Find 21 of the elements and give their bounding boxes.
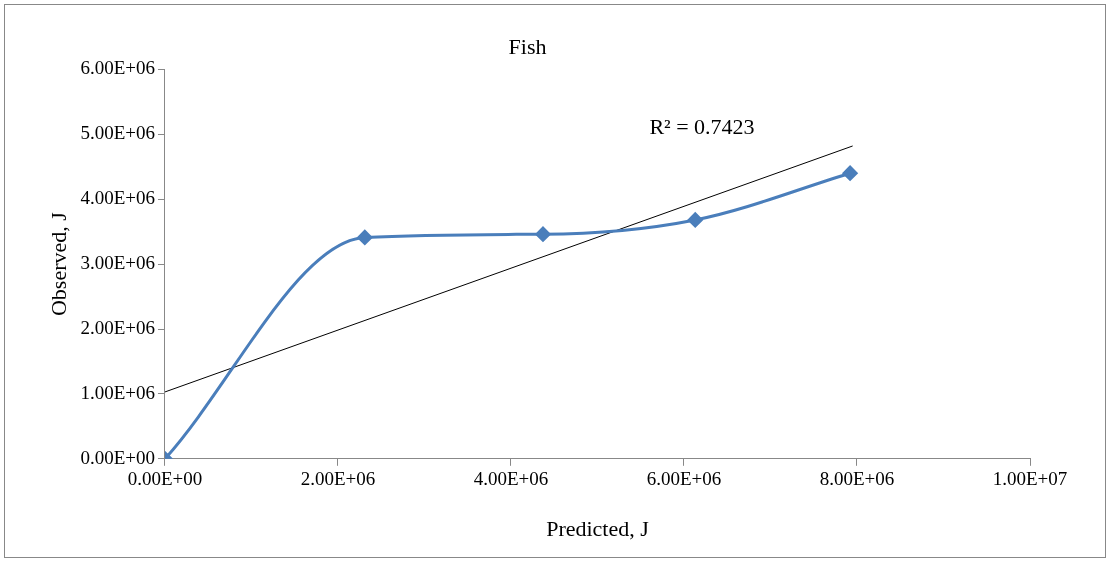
- y-tick-label: 2.00E+06: [80, 316, 155, 338]
- chart-title: Fish: [508, 33, 547, 59]
- y-axis-title: Observed, J: [45, 211, 71, 317]
- y-tick-label: 0.00E+00: [80, 446, 155, 468]
- y-tick-label: 6.00E+06: [80, 57, 155, 79]
- point: [535, 226, 551, 242]
- y-tick-label: 4.00E+06: [80, 187, 155, 209]
- point: [687, 212, 703, 228]
- x-tick-label: 2.00E+06: [300, 468, 376, 490]
- annotation: R² = 0.7423: [649, 114, 755, 140]
- point: [842, 165, 858, 181]
- x-tick-label: 6.00E+06: [646, 468, 722, 490]
- x-tick-label: 8.00E+06: [819, 468, 895, 490]
- x-tick-label: 4.00E+06: [473, 468, 549, 490]
- point: [357, 229, 373, 245]
- y-tick-label: 3.00E+06: [80, 252, 155, 274]
- x-axis-title: Predicted, J: [546, 515, 650, 541]
- x-tick-label: 0.00E+00: [127, 468, 203, 490]
- y-tick-label: 1.00E+06: [80, 381, 155, 403]
- y-tick-label: 5.00E+06: [80, 122, 155, 144]
- x-tick-label: 1.00E+07: [992, 468, 1068, 490]
